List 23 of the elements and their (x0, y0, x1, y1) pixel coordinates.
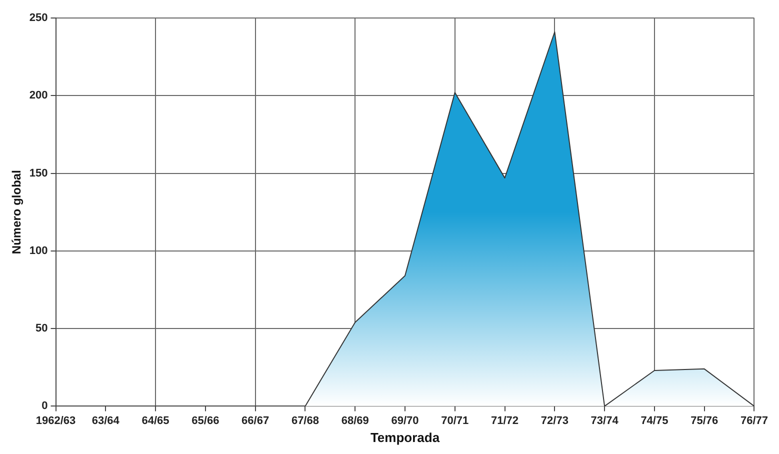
y-tick-label: 100 (29, 244, 48, 257)
y-tick-label: 0 (42, 400, 48, 412)
y-tick-label: 200 (29, 90, 48, 102)
y-tick-label: 150 (29, 167, 48, 180)
x-tick-label: 68/69 (341, 414, 369, 427)
x-tick-label: 76/77 (740, 414, 768, 427)
x-tick-label: 73/74 (590, 414, 620, 427)
x-tick-label: 65/66 (192, 414, 220, 427)
x-tick-label: 64/65 (142, 414, 170, 427)
y-tick-label: 250 (29, 12, 48, 24)
x-tick-label: 75/76 (690, 414, 718, 427)
x-tick-label: 69/70 (391, 414, 419, 427)
x-axis-title: Temporada (370, 430, 440, 445)
x-tick-label: 74/75 (640, 414, 668, 427)
x-tick-label: 72/73 (540, 414, 568, 427)
y-tick-label: 50 (36, 322, 48, 335)
x-tick-label: 66/67 (242, 414, 270, 427)
y-axis-title: Número global (10, 170, 24, 254)
x-tick-label: 70/71 (441, 414, 469, 427)
x-tick-label: 67/68 (291, 414, 319, 427)
x-tick-label: 71/72 (491, 414, 519, 427)
x-tick-label: 63/64 (92, 414, 120, 427)
x-tick-label: 1962/63 (36, 414, 76, 427)
